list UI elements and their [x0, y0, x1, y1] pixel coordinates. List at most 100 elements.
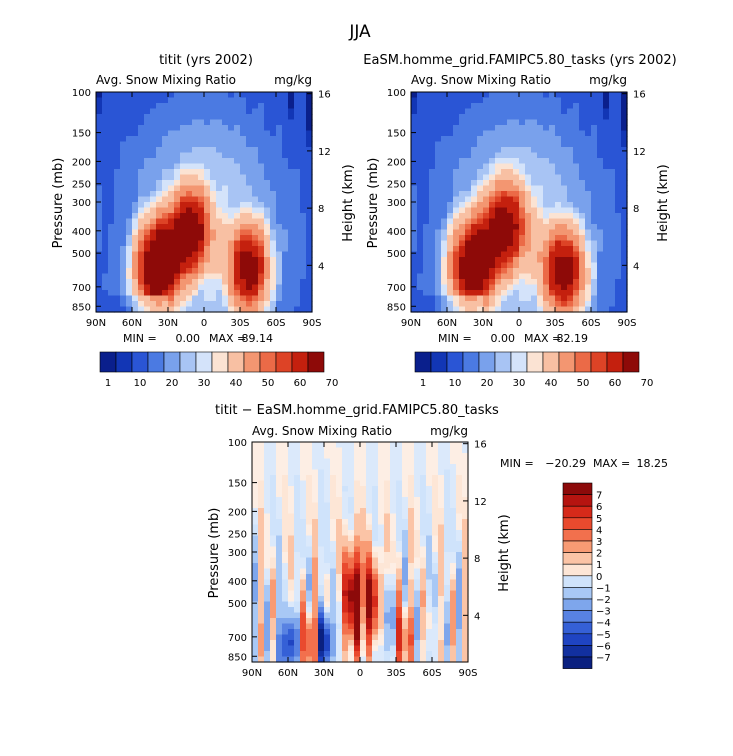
heatmap-cell	[324, 585, 331, 592]
heatmap-cell	[408, 557, 415, 564]
heatmap-cell	[453, 306, 460, 313]
heatmap-cell	[270, 634, 277, 641]
heatmap-cell	[591, 174, 598, 181]
heatmap-cell	[507, 213, 514, 220]
heatmap-cell	[264, 519, 271, 526]
heatmap-cell	[288, 224, 295, 231]
x-tick-label: 30S	[545, 318, 564, 329]
heatmap-cell	[138, 114, 145, 121]
heatmap-cell	[555, 229, 562, 236]
heatmap-cell	[210, 114, 217, 121]
heatmap-cell	[432, 645, 439, 652]
heatmap-cell	[567, 235, 574, 242]
heatmap-cell	[597, 185, 604, 192]
heatmap-cell	[483, 218, 490, 225]
heatmap-cell	[390, 552, 397, 559]
heatmap-cell	[438, 568, 445, 575]
heatmap-cell	[435, 257, 442, 264]
heatmap-cell	[420, 453, 427, 460]
heatmap-cell	[312, 464, 319, 471]
heatmap-cell	[120, 114, 127, 121]
heatmap-cell	[462, 579, 469, 586]
heatmap-cell	[411, 108, 418, 115]
heatmap-cell	[228, 262, 235, 269]
y-tick-label: 400	[387, 227, 406, 238]
heatmap-cell	[276, 306, 283, 313]
heatmap-cell	[489, 284, 496, 291]
heatmap-cell	[477, 306, 484, 313]
heatmap-cell	[294, 513, 301, 520]
heatmap-cell	[438, 546, 445, 553]
heatmap-cell	[465, 125, 472, 132]
heatmap-cell	[384, 491, 391, 498]
heatmap-cell	[246, 257, 253, 264]
heatmap-cell	[603, 108, 610, 115]
heatmap-cell	[342, 464, 349, 471]
heatmap-cell	[174, 240, 181, 247]
heatmap-cell	[591, 301, 598, 308]
heatmap-cell	[162, 273, 169, 280]
heatmap-cell	[336, 607, 343, 614]
panel-1: titit (yrs 2002) Avg. Snow Mixing Ratio …	[51, 53, 356, 389]
heatmap-cell	[525, 180, 532, 187]
heatmap-cell	[120, 246, 127, 253]
heatmap-cell	[471, 174, 478, 181]
heatmap-cell	[525, 268, 532, 275]
heatmap-cell	[513, 185, 520, 192]
heatmap-cell	[210, 284, 217, 291]
panel-2-min-label: MIN =	[438, 332, 472, 345]
heatmap-cell	[471, 130, 478, 137]
heatmap-cell	[438, 458, 445, 465]
heatmap-cell	[567, 306, 574, 313]
heatmap-cell	[444, 618, 451, 625]
heatmap-cell	[462, 585, 469, 592]
heatmap-cell	[462, 574, 469, 581]
heatmap-cell	[264, 464, 271, 471]
heatmap-cell	[537, 284, 544, 291]
heatmap-cell	[519, 158, 526, 165]
heatmap-cell	[543, 119, 550, 126]
heatmap-cell	[609, 213, 616, 220]
heatmap-cell	[408, 464, 415, 471]
heatmap-cell	[585, 213, 592, 220]
heatmap-cell	[300, 618, 307, 625]
heatmap-cell	[513, 235, 520, 242]
heatmap-cell	[489, 119, 496, 126]
heatmap-cell	[519, 185, 526, 192]
heatmap-cell	[429, 191, 436, 198]
heatmap-cell	[456, 552, 463, 559]
heatmap-cell	[228, 152, 235, 159]
heatmap-cell	[342, 519, 349, 526]
heatmap-cell	[354, 524, 361, 531]
heatmap-cell	[348, 640, 355, 647]
heatmap-cell	[300, 563, 307, 570]
heatmap-cell	[96, 202, 103, 209]
heatmap-cell	[525, 213, 532, 220]
heatmap-cell	[264, 125, 271, 132]
y-tick-label: 300	[72, 198, 91, 209]
heatmap-cell	[252, 651, 259, 658]
heatmap-cell	[270, 158, 277, 165]
heatmap-cell	[378, 491, 385, 498]
heatmap-cell	[411, 147, 418, 154]
heatmap-cell	[120, 240, 127, 247]
heatmap-cell	[609, 279, 616, 286]
heatmap-cell	[150, 202, 157, 209]
heatmap-cell	[222, 169, 229, 176]
heatmap-cell	[360, 590, 367, 597]
heatmap-cell	[234, 202, 241, 209]
heatmap-cell	[609, 158, 616, 165]
heatmap-cell	[444, 486, 451, 493]
heatmap-cell	[306, 141, 313, 148]
heatmap-cell	[258, 486, 265, 493]
heatmap-cell	[621, 290, 628, 297]
heatmap-cell	[120, 290, 127, 297]
heatmap-cell	[465, 158, 472, 165]
heatmap-cell	[453, 147, 460, 154]
heatmap-cell	[132, 191, 139, 198]
heatmap-cell	[174, 163, 181, 170]
heatmap-cell	[459, 213, 466, 220]
heatmap-cell	[573, 268, 580, 275]
heatmap-cell	[561, 174, 568, 181]
heatmap-cell	[561, 306, 568, 313]
